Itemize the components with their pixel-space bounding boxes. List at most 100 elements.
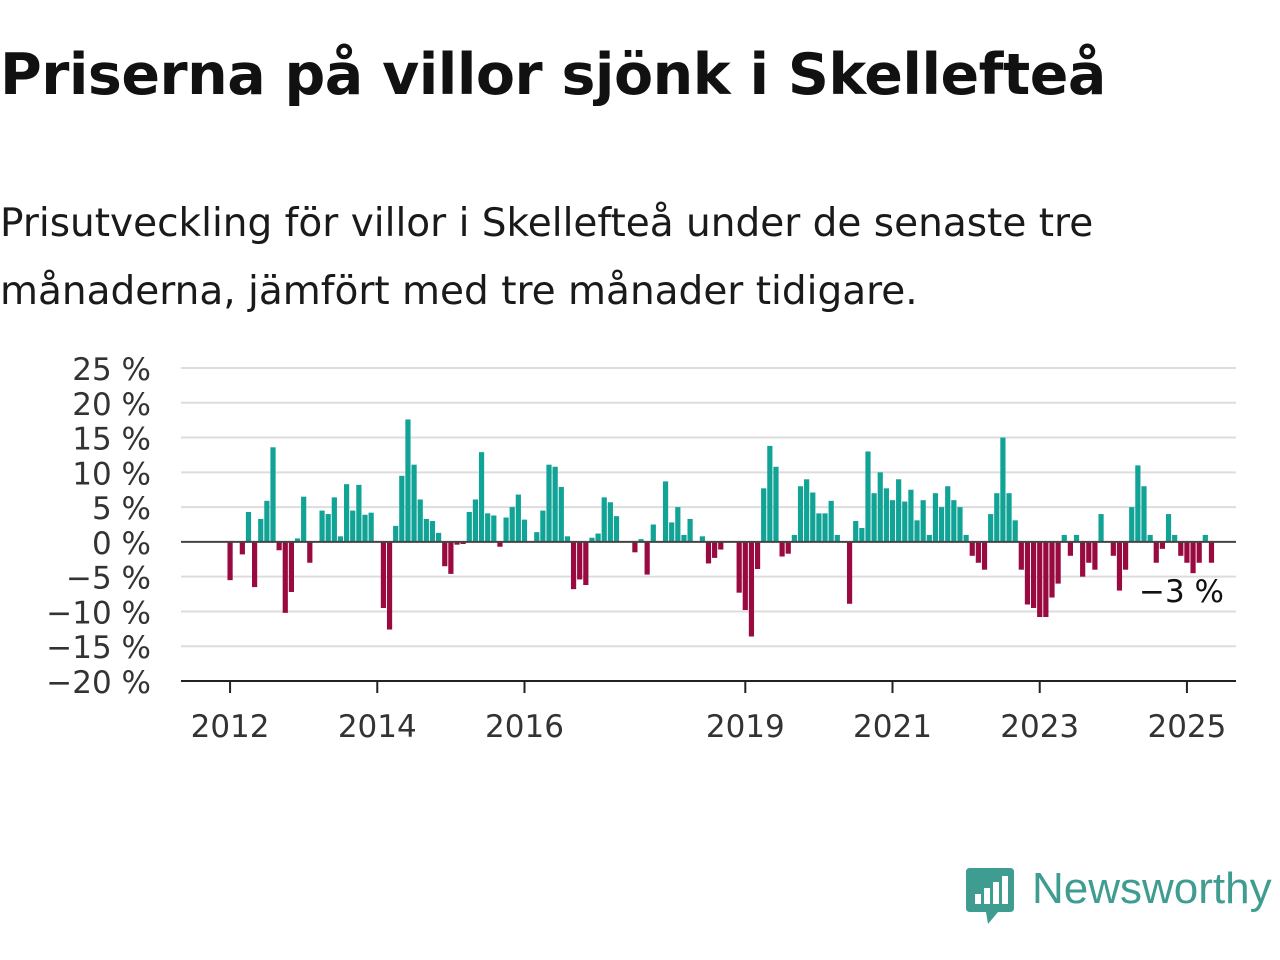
bar [865,451,871,542]
bar [546,464,552,542]
bar [1080,541,1086,577]
bar [356,484,362,542]
last-value-annotation: −3 % [1139,574,1224,610]
y-tick-label: −15 % [46,630,151,666]
bar [889,500,896,542]
bar [669,522,675,542]
y-tick-label: −10 % [46,595,151,631]
x-axis-labels: 2012 2014 2016 2019 2021 2023 2025 [191,709,1227,745]
bar [816,513,822,542]
bar [938,507,945,542]
bar [466,511,472,542]
bar [761,488,767,542]
bar [552,466,558,542]
bar [319,510,325,542]
bar [589,537,595,542]
bar [1000,437,1006,542]
y-tick-label: 0 % [92,526,151,562]
bar [448,541,454,574]
bar [1037,541,1043,618]
y-tick-label: 5 % [92,491,151,527]
bar [264,500,270,542]
bar [804,479,810,542]
bar [515,494,521,542]
bar [1122,541,1129,570]
bar-chart: 25 %20 %15 %10 %5 %0 %−5 %−10 %−15 %−20 … [46,352,1236,745]
bar [423,518,429,542]
x-tick-label: 2021 [853,709,932,745]
bar [1049,541,1055,598]
bar [779,541,785,557]
bar [1098,514,1104,542]
bar [601,497,607,542]
bar [877,472,883,542]
bar [712,541,718,558]
bar [405,419,411,542]
y-tick-label: 10 % [72,456,151,492]
bar [1110,541,1116,556]
bar [503,517,509,542]
bar [650,524,656,542]
bar [853,521,859,542]
bar [638,539,644,542]
bar [350,510,356,542]
bar [644,541,650,575]
chart-subtitle: Prisutveckling för villor i Skellefteå u… [0,201,1094,314]
bar [509,507,515,542]
bar [540,510,546,542]
bar [846,541,853,604]
bar [399,475,405,542]
bar [491,515,497,542]
bar [975,541,981,563]
bar [859,527,865,542]
bar [1147,534,1153,542]
bar [1086,541,1092,563]
bar [1006,493,1012,542]
y-tick-label: −20 % [46,665,151,701]
bar [386,541,393,630]
bar [908,489,914,542]
x-tick-label: 2014 [338,709,417,745]
bar [239,541,245,555]
bar [276,541,282,551]
x-tick-label: 2023 [1000,709,1079,745]
bar [662,481,669,542]
bar [380,541,387,608]
bar [675,507,681,542]
bar [282,541,288,613]
bar [1129,507,1135,542]
bars [227,419,1215,637]
bar [331,497,337,542]
y-tick-label: 15 % [72,422,151,458]
bar [834,534,840,542]
bar [791,534,797,542]
x-tick-label: 2025 [1147,709,1226,745]
bar [294,538,301,542]
bar [981,541,988,570]
bar [442,541,448,567]
bar [902,501,908,542]
bar [1043,541,1049,618]
bar [252,541,258,588]
bar [558,486,564,542]
bar [1208,541,1215,563]
bar [687,518,693,542]
bar [436,532,442,542]
bar [810,492,816,542]
bar [454,541,460,545]
bar [1159,541,1165,549]
bar [577,541,583,580]
bar [1153,541,1159,563]
bar [963,534,969,542]
chart-title: Priserna på villor sjönk i Skellefteå [0,42,1106,108]
bar [1172,534,1178,542]
bar [288,541,295,592]
bar [1061,534,1067,542]
bar [307,541,313,563]
bar [521,519,528,542]
bar [344,484,350,542]
bar [368,512,374,542]
bar [245,511,252,542]
bar [607,502,613,542]
bar [754,541,761,570]
